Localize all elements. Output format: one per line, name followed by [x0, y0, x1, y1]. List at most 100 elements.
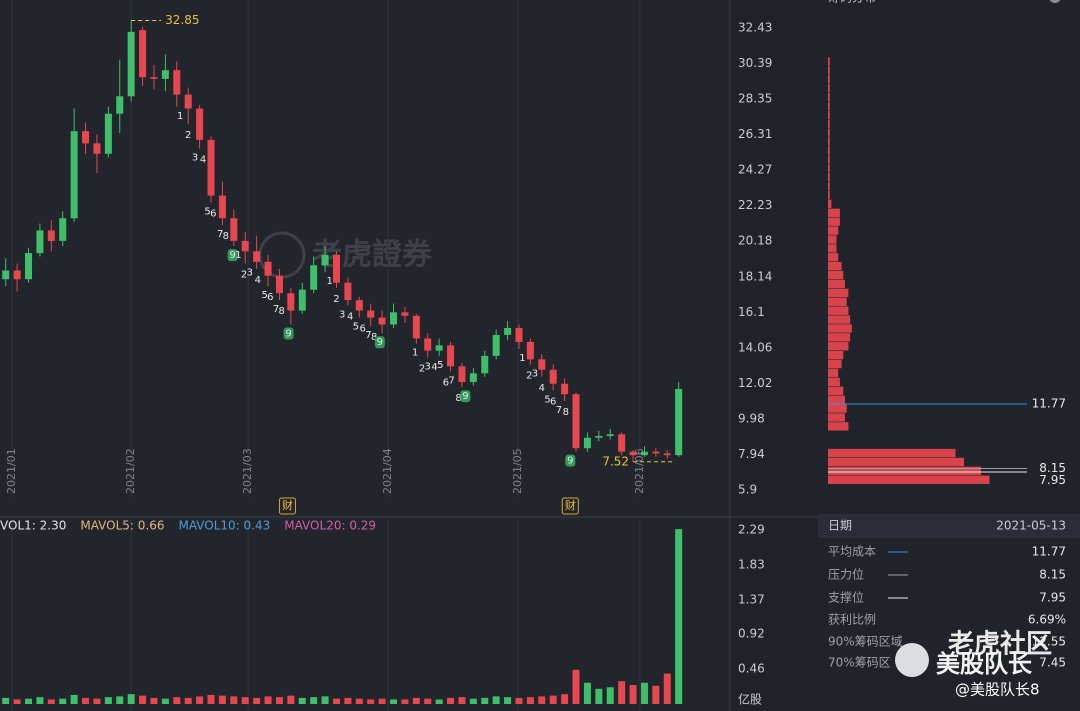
volume-bar	[253, 697, 261, 704]
chip-bar	[828, 181, 830, 191]
volume-bar	[572, 669, 580, 704]
td-nine-box	[565, 454, 576, 467]
legend-entry: MAVOL10: 0.43	[178, 519, 270, 533]
volume-bar	[652, 685, 660, 704]
y-tick-label: 20.18	[738, 234, 772, 248]
td-count: 8	[223, 231, 229, 242]
candle-body	[675, 388, 683, 456]
info-label: 获利比例	[828, 613, 876, 627]
info-label: 平均成本	[828, 545, 876, 559]
info-header-bg	[818, 514, 1080, 538]
candle-body	[218, 195, 226, 219]
chip-bar	[828, 261, 842, 271]
y-tick-label: 12.02	[738, 376, 772, 390]
wechat-icon	[895, 643, 929, 677]
event-box	[561, 497, 579, 515]
x-tick-label: 2021/02	[124, 448, 137, 494]
candle-body	[93, 143, 101, 154]
volume-bar	[629, 684, 637, 704]
chip-bar	[828, 75, 830, 84]
chip-bar	[828, 279, 845, 289]
chip-bar	[828, 342, 849, 351]
td-count: 1	[235, 250, 241, 261]
td-count: 6	[550, 397, 556, 408]
chip-bar	[828, 217, 840, 226]
candle-body	[435, 345, 443, 351]
low-marker-label: 7.52	[602, 454, 629, 468]
td-count: 9	[567, 456, 573, 467]
chip-bar	[828, 146, 830, 155]
volume-bar	[104, 697, 112, 704]
info-label: 70%筹码区	[828, 656, 891, 670]
chip-bar	[828, 333, 851, 342]
candle-body	[492, 334, 500, 356]
chip-bar	[828, 253, 839, 262]
y-tick-label: 1.83	[738, 557, 765, 571]
volume-bar	[184, 697, 192, 704]
volume-bar	[515, 697, 523, 704]
watermark-text: 老虎社区	[948, 629, 1052, 660]
td-count: 4	[200, 155, 206, 166]
candle-body	[139, 30, 147, 78]
volume-bar	[47, 699, 55, 704]
chip-bar	[828, 235, 837, 244]
info-label: 支撑位	[828, 590, 864, 605]
volume-bar	[241, 697, 249, 704]
volume-bar	[59, 698, 67, 704]
chip-bar	[828, 306, 849, 315]
td-nine-box	[227, 249, 238, 262]
candle-body	[36, 230, 44, 254]
volume-bar	[173, 697, 181, 704]
volume-bar	[310, 697, 318, 704]
chip-bar	[828, 448, 956, 458]
volume-bar	[675, 529, 683, 704]
td-count: 1	[326, 276, 332, 287]
td-count: 5	[261, 290, 267, 301]
td-nine-box	[283, 327, 294, 340]
y-tick-label: 0.46	[738, 662, 765, 676]
candle-body	[424, 338, 432, 351]
chip-bar	[828, 297, 847, 306]
volume-bar	[218, 695, 226, 704]
volume-bar	[447, 697, 455, 704]
chip-bar	[828, 368, 839, 378]
y-tick-label: 24.27	[738, 162, 772, 176]
x-tick-label: 2021/06	[633, 448, 646, 494]
info-value: 8.15	[1039, 568, 1066, 582]
candle-body	[378, 317, 386, 325]
chip-level-label: 7.95	[1039, 473, 1066, 487]
chip-bar	[828, 84, 830, 93]
info-value: 6.69%	[1028, 613, 1066, 627]
volume-bar	[526, 697, 534, 704]
settings-icon	[1049, 0, 1061, 3]
y-tick-label: 16.1	[738, 305, 765, 319]
td-count: 8	[371, 332, 377, 343]
td-count: 7	[449, 376, 455, 387]
volume-bar	[390, 699, 398, 704]
candle-body	[241, 240, 249, 252]
td-count: 2	[185, 130, 191, 141]
td-count: 1	[177, 111, 183, 122]
candle-body	[13, 270, 21, 280]
info-value: 7.95	[1039, 591, 1066, 605]
chip-bar	[828, 324, 852, 333]
td-count: 4	[431, 362, 437, 373]
chip-bar	[828, 288, 849, 298]
y-tick-label: 7.94	[738, 447, 765, 461]
candle-body	[59, 218, 67, 241]
candle-body	[572, 394, 580, 449]
y-tick-label: 18.14	[738, 269, 772, 283]
volume-bar	[2, 697, 10, 704]
candle-body	[447, 345, 455, 367]
chip-bar	[828, 208, 840, 217]
event-label: 财	[565, 498, 576, 512]
chip-bar	[828, 226, 839, 235]
y-tick-label: 26.31	[738, 127, 772, 141]
candle-body	[332, 254, 340, 283]
candle-body	[355, 300, 363, 311]
candle-body	[367, 310, 375, 318]
candle-body	[150, 77, 158, 79]
volume-bar	[93, 698, 101, 704]
volume-bar	[25, 698, 33, 704]
candle-body	[561, 383, 569, 395]
